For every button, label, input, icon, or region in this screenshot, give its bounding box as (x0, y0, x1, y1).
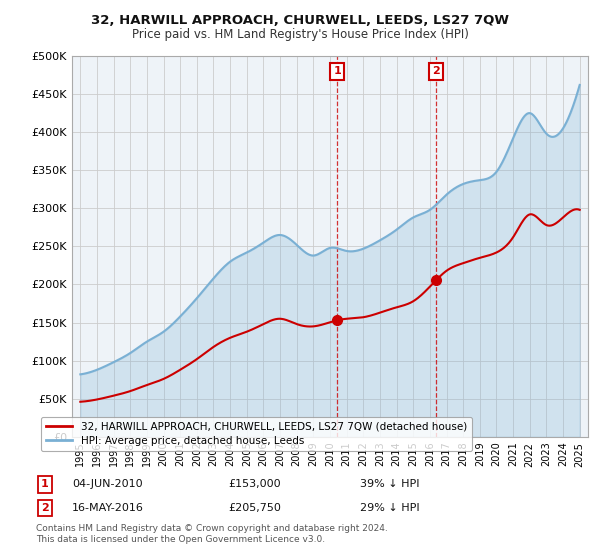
Text: This data is licensed under the Open Government Licence v3.0.: This data is licensed under the Open Gov… (36, 535, 325, 544)
Text: Contains HM Land Registry data © Crown copyright and database right 2024.: Contains HM Land Registry data © Crown c… (36, 524, 388, 533)
Text: 2: 2 (433, 66, 440, 76)
Text: 2: 2 (41, 503, 49, 513)
Text: 1: 1 (333, 66, 341, 76)
Text: Price paid vs. HM Land Registry's House Price Index (HPI): Price paid vs. HM Land Registry's House … (131, 28, 469, 41)
Text: £153,000: £153,000 (228, 479, 281, 489)
Text: 04-JUN-2010: 04-JUN-2010 (72, 479, 143, 489)
Text: 39% ↓ HPI: 39% ↓ HPI (360, 479, 419, 489)
Text: 29% ↓ HPI: 29% ↓ HPI (360, 503, 419, 513)
Text: 32, HARWILL APPROACH, CHURWELL, LEEDS, LS27 7QW: 32, HARWILL APPROACH, CHURWELL, LEEDS, L… (91, 14, 509, 27)
Text: 16-MAY-2016: 16-MAY-2016 (72, 503, 144, 513)
Text: £205,750: £205,750 (228, 503, 281, 513)
Legend: 32, HARWILL APPROACH, CHURWELL, LEEDS, LS27 7QW (detached house), HPI: Average p: 32, HARWILL APPROACH, CHURWELL, LEEDS, L… (41, 417, 472, 451)
Text: 1: 1 (41, 479, 49, 489)
